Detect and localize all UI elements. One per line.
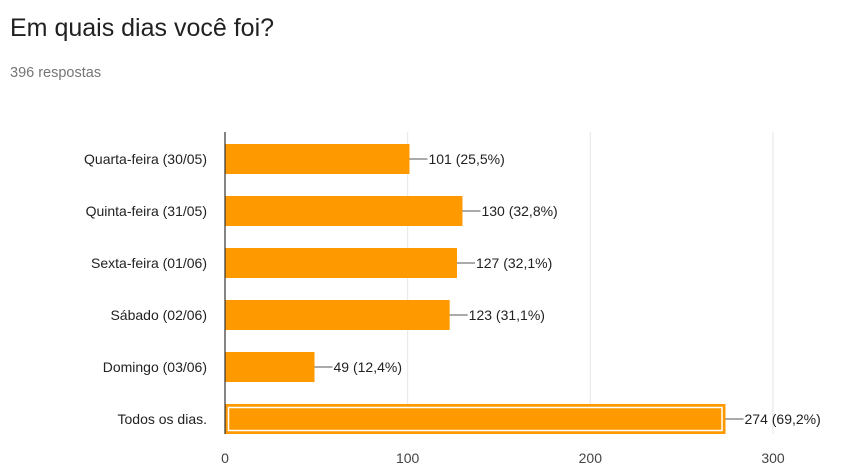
category-label: Quarta-feira (30/05) xyxy=(84,151,207,167)
category-label: Sábado (02/06) xyxy=(110,307,207,323)
page-title: Em quais dias você foi? xyxy=(10,14,275,42)
bar xyxy=(225,248,457,278)
bar xyxy=(225,144,410,174)
category-label: Domingo (03/06) xyxy=(103,359,207,375)
category-label: Sexta-feira (01/06) xyxy=(91,255,207,271)
x-tick-label: 300 xyxy=(761,450,785,466)
category-label: Quinta-feira (31/05) xyxy=(86,203,207,219)
value-label: 49 (12,4%) xyxy=(334,359,402,375)
bar xyxy=(225,300,450,330)
response-count: 396 respostas xyxy=(10,65,102,81)
category-label: Todos os dias. xyxy=(118,411,208,427)
bar xyxy=(225,404,726,434)
bar xyxy=(225,196,463,226)
x-tick-label: 0 xyxy=(221,450,229,466)
bar xyxy=(225,352,315,382)
chart-labels: 0 100 200 300 Quarta-feira (30/05) 101 (25,5%… xyxy=(84,151,821,466)
x-tick-label: 200 xyxy=(579,450,603,466)
value-label: 130 (32,8%) xyxy=(481,203,557,219)
bar-highlight-outline xyxy=(227,406,723,432)
chart-bars xyxy=(225,144,726,434)
x-tick-label: 100 xyxy=(396,450,420,466)
chart-gridlines xyxy=(407,132,774,434)
value-label: 274 (69,2%) xyxy=(745,411,821,427)
value-label: 101 (25,5%) xyxy=(428,151,504,167)
value-label: 127 (32,1%) xyxy=(476,255,552,271)
value-label: 123 (31,1%) xyxy=(469,307,545,323)
